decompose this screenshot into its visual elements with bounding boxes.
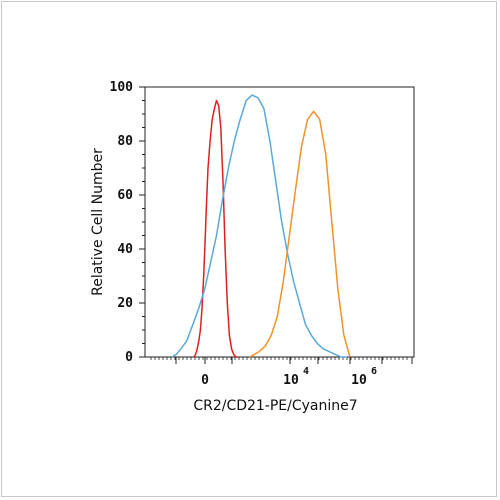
x-axis-label: CR2/CD21-PE/Cyanine7 — [193, 398, 357, 414]
x-tick-label-0: 0 — [201, 373, 209, 388]
x-tick-label-2: 10 6 — [351, 366, 377, 388]
x-tick-base: 10 — [351, 373, 367, 388]
x-tick-exponent: 4 — [303, 366, 309, 377]
y-tick-label-40: 40 — [117, 242, 133, 257]
y-tick-label-60: 60 — [117, 188, 133, 203]
series-group — [171, 94, 351, 358]
x-tick-label-1: 10 4 — [283, 366, 309, 388]
axes: 0 20 40 60 80 100 0 10 4 10 6 — [110, 80, 415, 388]
series-1-line — [171, 94, 347, 358]
series-0-line — [193, 99, 238, 358]
x-tick-exponent: 6 — [371, 366, 377, 377]
plot-border — [144, 86, 415, 358]
series-2-line — [249, 110, 351, 358]
x-tick-base: 0 — [201, 373, 209, 388]
y-tick-label-100: 100 — [110, 80, 134, 95]
y-tick-label-0: 0 — [125, 350, 133, 365]
y-tick-label-80: 80 — [117, 134, 133, 149]
y-tick-label-20: 20 — [117, 296, 133, 311]
x-tick-base: 10 — [283, 373, 299, 388]
y-axis-label: Relative Cell Number — [90, 148, 106, 296]
